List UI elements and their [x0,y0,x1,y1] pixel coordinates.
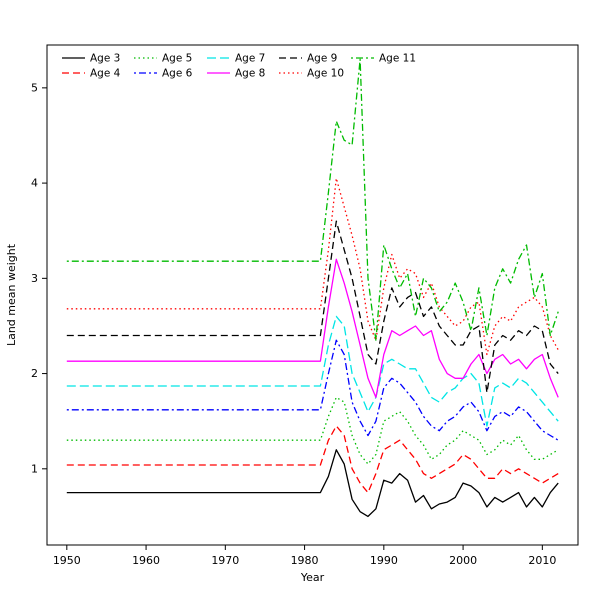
x-tick-label: 2010 [528,554,556,567]
x-axis-label: Year [300,571,325,584]
y-tick-label: 5 [31,81,38,94]
y-axis-label: Land mean weight [5,243,18,346]
series-line-age-4 [66,425,559,494]
series-line-age-6 [66,339,559,441]
series-line-age-8 [66,258,559,399]
series-line-age-5 [66,396,559,465]
x-tick-label: 2000 [449,554,477,567]
series-line-age-10 [66,177,559,356]
plot-border [46,44,579,546]
legend-label-age-4: Age 4 [90,68,121,80]
series-line-age-9 [66,220,559,394]
x-tick-label: 1970 [211,554,239,567]
x-tick-label: 1950 [53,554,81,567]
y-tick-label: 2 [31,367,38,380]
x-tick-label: 1980 [291,554,319,567]
legend-label-age-6: Age 6 [162,68,193,80]
series-line-age-3 [66,449,559,518]
legend-label-age-10: Age 10 [307,68,344,80]
legend-label-age-3: Age 3 [90,53,120,65]
x-tick-label: 1990 [370,554,398,567]
x-tick-label: 1960 [132,554,160,567]
y-tick-label: 1 [31,462,38,475]
series-line-age-11 [66,58,559,341]
legend-label-age-8: Age 8 [235,68,265,80]
series-line-age-7 [66,315,559,427]
legend-label-age-7: Age 7 [235,53,265,65]
y-tick-label: 4 [31,177,38,190]
legend-label-age-5: Age 5 [162,53,192,65]
legend-label-age-11: Age 11 [379,53,416,65]
legend-label-age-9: Age 9 [307,53,337,65]
y-tick-label: 3 [31,272,38,285]
